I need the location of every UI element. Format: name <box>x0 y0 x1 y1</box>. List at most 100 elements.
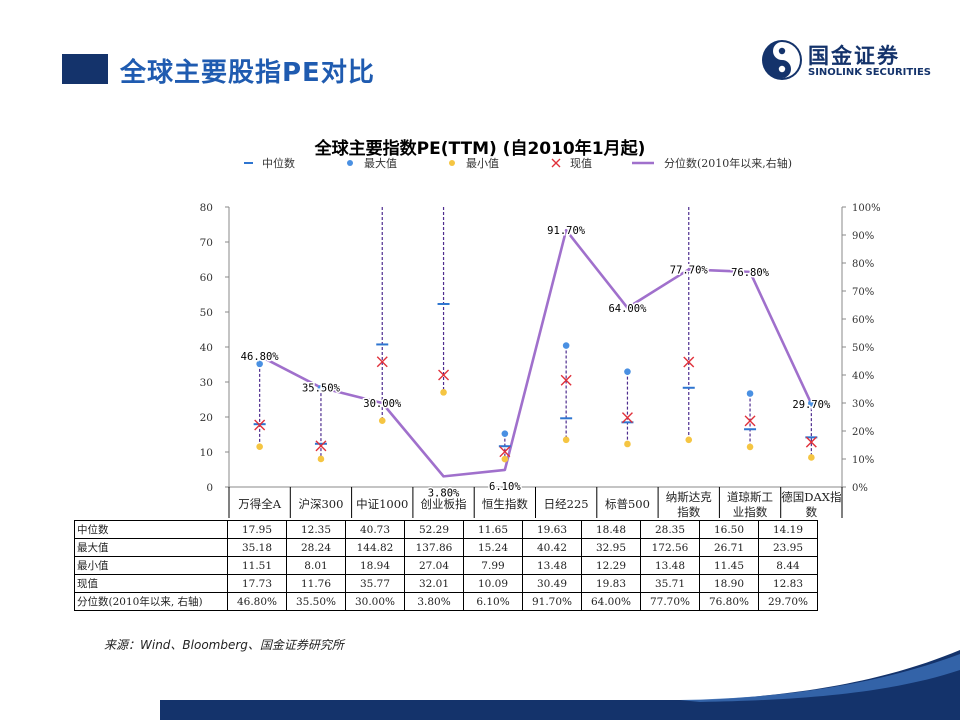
table-row: 现值 17.73 11.76 35.77 32.01 10.09 30.49 19.83 35.… <box>74 574 818 593</box>
left-axis-tick-label: 50 <box>200 307 213 319</box>
footer-wave-decoration <box>0 650 960 720</box>
left-axis-tick-label: 80 <box>200 202 213 214</box>
table-cell: 32.95 <box>581 538 641 557</box>
max-point <box>624 368 631 375</box>
table-cell: 28.35 <box>640 520 700 539</box>
percentile-line <box>259 228 813 478</box>
min-point <box>562 436 570 444</box>
percentile-label: 46.80% <box>241 351 280 363</box>
current-mark <box>315 440 327 452</box>
table-cell: 35.77 <box>345 574 405 593</box>
table-cell: 17.73 <box>227 574 287 593</box>
table-cell: 13.48 <box>522 556 582 575</box>
percentile-label: 6.10% <box>489 481 521 493</box>
current-mark <box>744 415 756 427</box>
percentile-label: 77.70% <box>670 264 709 276</box>
percentile-label: 76.80% <box>731 267 770 279</box>
percentile-label: 29.70% <box>792 399 831 411</box>
category-label: 恒生指数 <box>482 497 528 511</box>
left-axis-tick-label: 60 <box>200 272 213 284</box>
table-cell: 17.95 <box>227 520 287 539</box>
table-cell: 40.73 <box>345 520 405 539</box>
table-cell: 23.95 <box>758 538 818 557</box>
table-row: 分位数(2010年以来, 右轴) 46.80% 35.50% 30.00% 3.80% 6… <box>74 592 818 611</box>
table-cell: 12.29 <box>581 556 641 575</box>
table-cell: 76.80% <box>699 592 759 611</box>
category-label: 指数 <box>677 505 700 518</box>
category-label: 标普500 <box>605 497 650 511</box>
min-point <box>378 417 386 425</box>
table-cell: 10.09 <box>463 574 523 593</box>
source-note: 来源：Wind、Bloomberg、国金证券研究所 <box>104 638 344 652</box>
table-row: 最小值 11.51 8.01 18.94 27.04 7.99 13.48 12.29 13.4… <box>74 556 818 575</box>
table-cell: 16.50 <box>699 520 759 539</box>
table-cell: 52.29 <box>404 520 464 539</box>
table-cell: 11.76 <box>286 574 346 593</box>
table-cell: 137.86 <box>404 538 464 557</box>
table-cell: 3.80% <box>404 592 464 611</box>
table-cell: 12.83 <box>758 574 818 593</box>
pe-chart: 中位数 最大值 最小值 现值 分位数(2010年以来,右轴) 0 10 20 30 40 50 60 7… <box>200 156 881 518</box>
table-cell: 26.71 <box>699 538 759 557</box>
table-cell: 35.18 <box>227 538 287 557</box>
max-point <box>501 430 509 437</box>
current-mark <box>621 412 633 424</box>
min-point <box>256 443 263 451</box>
category-label: 数 <box>806 505 818 518</box>
right-axis-tick-label: 60% <box>852 315 874 326</box>
category-label: 纳斯达克 <box>666 490 712 504</box>
table-cell: 11.45 <box>699 556 759 575</box>
max-point <box>256 360 263 368</box>
table-cell: 35.71 <box>640 574 700 593</box>
max-point <box>562 342 570 349</box>
table-cell: 19.63 <box>522 520 582 539</box>
table-cell: 27.04 <box>404 556 464 575</box>
legend-min-marker <box>449 160 455 166</box>
table-cell: 32.01 <box>404 574 464 593</box>
table-cell: 18.90 <box>699 574 759 593</box>
right-axis-tick-label: 20% <box>852 427 874 438</box>
min-point <box>624 440 631 448</box>
legend-label: 分位数(2010年以来,右轴) <box>664 156 792 170</box>
current-mark <box>683 356 695 368</box>
table-cell: 30.00% <box>345 592 405 611</box>
percentile-label: 3.80% <box>428 487 460 499</box>
right-axis-tick-label: 90% <box>852 231 874 242</box>
table-cell: 15.24 <box>463 538 523 557</box>
current-mark <box>376 356 388 368</box>
sinolink-logo: 国金证券 SINOLINK SECURITIES <box>760 38 940 88</box>
logo-mark-icon <box>762 40 802 80</box>
table-cell: 172.56 <box>640 538 700 557</box>
table-row: 中位数 17.95 12.35 40.73 52.29 11.65 19.63 18.48 28… <box>74 520 818 539</box>
table-cell: 18.94 <box>345 556 405 575</box>
table-cell: 11.65 <box>463 520 523 539</box>
table-cell: 18.48 <box>581 520 641 539</box>
right-axis-tick-label: 40% <box>852 371 874 382</box>
table-row-label: 最大值 <box>74 538 228 557</box>
table-row-label: 现值 <box>74 574 228 593</box>
max-point <box>746 390 754 397</box>
current-mark <box>560 374 572 386</box>
table-cell: 8.44 <box>758 556 818 575</box>
right-axis-tick-label: 30% <box>852 399 874 410</box>
category-label: 沪深300 <box>298 497 343 511</box>
min-point <box>501 455 509 463</box>
current-mark <box>805 436 817 448</box>
table-cell: 29.70% <box>758 592 818 611</box>
table-cell: 19.83 <box>581 574 641 593</box>
percentile-label: 64.00% <box>608 303 647 315</box>
table-cell: 13.48 <box>640 556 700 575</box>
max-point <box>317 384 325 392</box>
table-cell: 35.50% <box>286 592 346 611</box>
left-axis-tick-label: 0 <box>206 482 213 494</box>
right-axis-tick-label: 80% <box>852 259 874 270</box>
percentile-label: 35.50% <box>302 383 341 395</box>
chart-title: 全球主要指数PE(TTM) (自2010年1月起) <box>314 139 646 159</box>
legend-max-marker <box>347 160 353 166</box>
table-cell: 28.24 <box>286 538 346 557</box>
category-label: 德国DAX指 <box>781 490 841 504</box>
logo-text-en: SINOLINK SECURITIES <box>808 67 931 78</box>
left-axis-tick-label: 70 <box>200 237 213 249</box>
table-cell: 40.42 <box>522 538 582 557</box>
table-row: 最大值 35.18 28.24 144.82 137.86 15.24 40.42 32.95… <box>74 538 818 557</box>
